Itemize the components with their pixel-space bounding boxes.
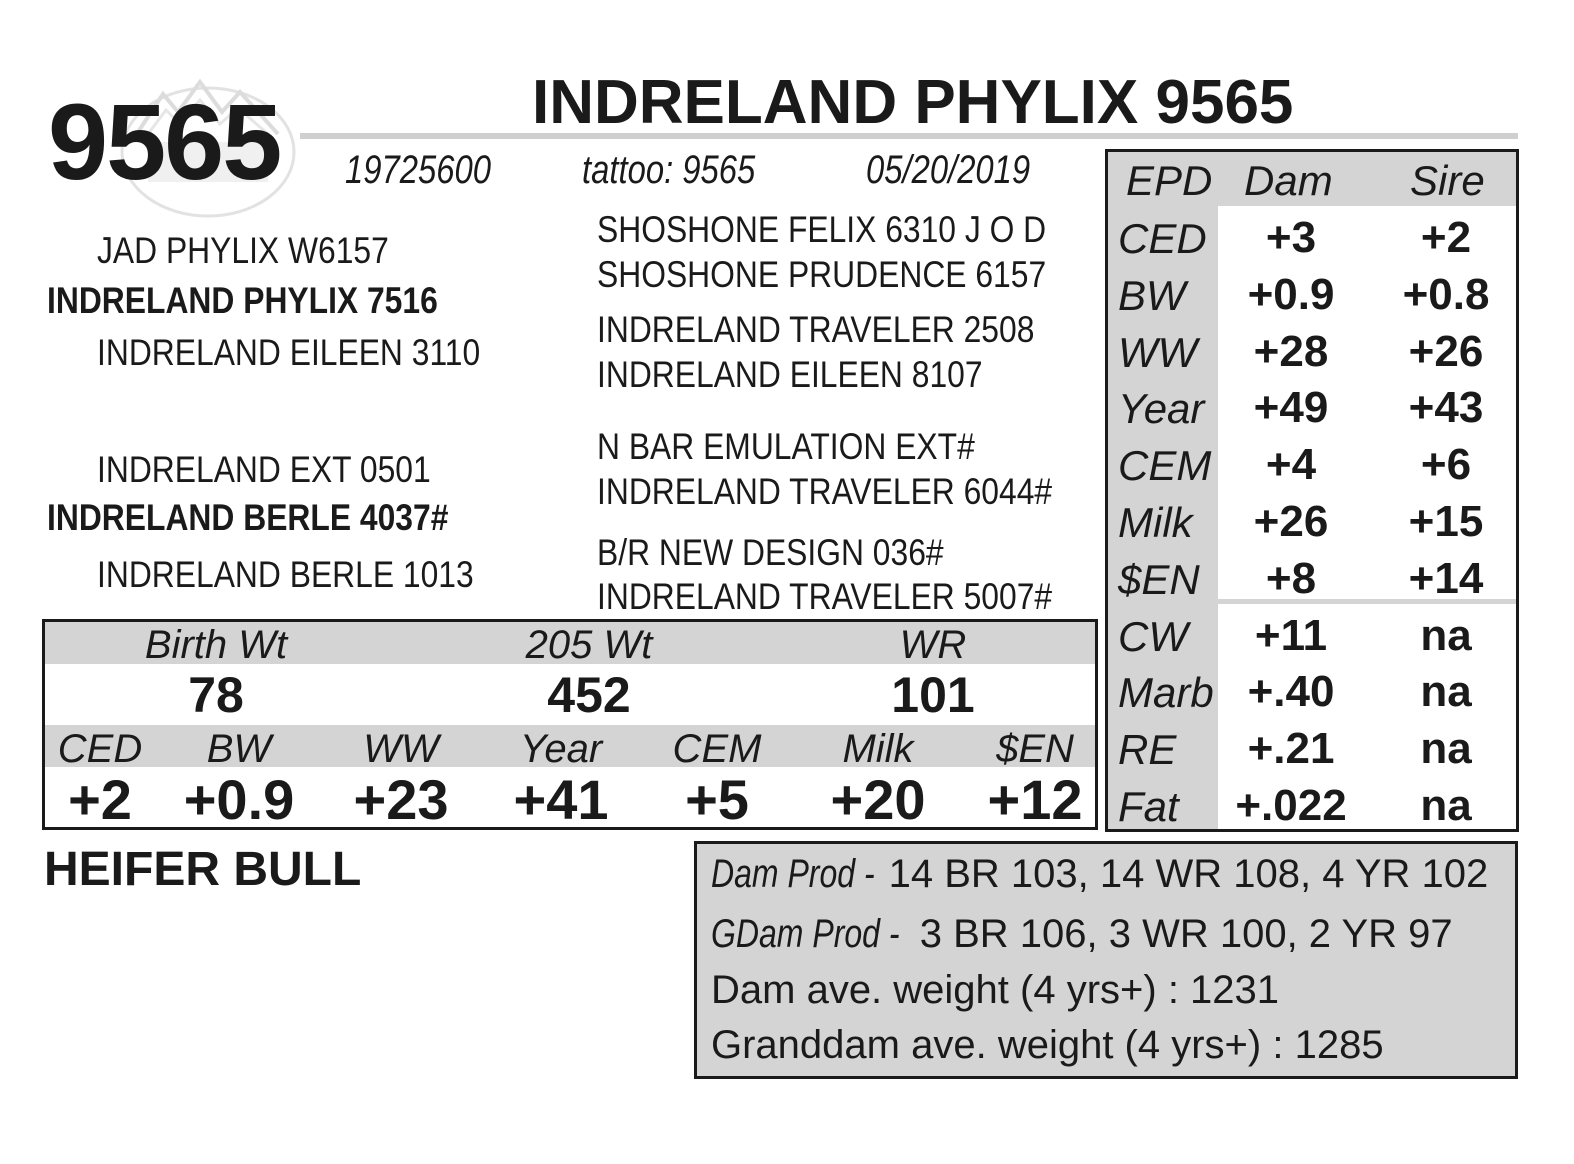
registration-number: 19725600 (345, 148, 491, 192)
epd-dam-value: +11 (1254, 610, 1328, 660)
epd-sire-value: +15 (1408, 497, 1484, 546)
dam-prod-line: Dam Prod - 14 BR 103, 14 WR 108, 4 YR 10… (711, 854, 1488, 894)
designation: HEIFER BULL (44, 843, 362, 896)
epd-dam-value: +4 (1265, 440, 1317, 490)
pedigree-ds-sire: N BAR EMULATION EXT# (597, 426, 975, 467)
calf-epd-header: CEM (672, 727, 762, 771)
calf-epd-value: +0.9 (183, 768, 295, 831)
pedigree-ds-dam: INDRELAND TRAVELER 6044# (597, 471, 1053, 512)
epd-sire-value: +0.8 (1402, 269, 1490, 319)
calf-epd-value: +12 (987, 768, 1083, 831)
epd-trait-marb: Marb (1118, 669, 1214, 717)
epd-dam-value: +0.9 (1247, 269, 1335, 319)
epd-dam-value: +26 (1253, 497, 1329, 546)
pedigree-sd-sire: INDRELAND TRAVELER 2508 (597, 309, 1035, 350)
epd-dam-value: +49 (1253, 383, 1329, 433)
pedigree-sire-dam: INDRELAND EILEEN 3110 (97, 332, 481, 373)
dam-prod-label: Dam Prod - (711, 852, 875, 896)
epd-trait-cem: CEM (1118, 442, 1212, 490)
title-divider (300, 133, 1518, 139)
epd-trait-fat: Fat (1118, 783, 1179, 830)
epd-sire-value: +14 (1408, 553, 1484, 603)
pedigree-ss-sire: SHOSHONE FELIX 6310 J O D (597, 209, 1047, 250)
weights-header-205: 205 Wt (525, 623, 653, 667)
epd-trait-bw: BW (1118, 271, 1186, 319)
epd-trait-re: RE (1118, 726, 1177, 774)
calf-epd-value: +20 (830, 768, 926, 831)
lot-number: 9565 (48, 81, 282, 202)
gdam-prod-value: 3 BR 106, 3 WR 100, 2 YR 97 (908, 912, 1453, 956)
epd-dam-value: +28 (1253, 326, 1329, 376)
calf-epd-value: +23 (353, 768, 449, 831)
weights-box: Birth Wt 205 Wt WR 78 452 101 (42, 619, 1098, 729)
pedigree-ss-dam: SHOSHONE PRUDENCE 6157 (597, 254, 1047, 295)
granddam-weight: Granddam ave. weight (4 yrs+) : 1285 (711, 1023, 1384, 1067)
epd-sire-value: na (1420, 667, 1472, 717)
weights-header-wr: WR (899, 623, 967, 667)
epd-divider (1218, 599, 1516, 604)
epd-trait-ced: CED (1118, 215, 1207, 262)
epd-header-sire: Sire (1410, 157, 1485, 204)
calf-epd-box: CED BW WW Year CEM Milk $EN +2 +0.9 +23 … (42, 725, 1098, 830)
epd-sire-value: na (1420, 724, 1472, 774)
calf-epd-value: +41 (513, 768, 609, 831)
dam-prod-value: 14 BR 103, 14 WR 108, 4 YR 102 (877, 852, 1489, 896)
epd-dam-value: +.40 (1247, 667, 1335, 717)
pedigree-dd-sire: B/R NEW DESIGN 036# (597, 532, 944, 573)
pedigree-dam: INDRELAND BERLE 4037# (47, 497, 449, 538)
epd-trait-column (1108, 152, 1218, 829)
epd-header-dam: Dam (1244, 157, 1333, 204)
pedigree-dam-dam: INDRELAND BERLE 1013 (97, 554, 474, 595)
gdam-prod-label: GDam Prod - (711, 912, 900, 956)
pedigree-dam-sire: INDRELAND EXT 0501 (97, 449, 431, 490)
weights-value-205: 452 (547, 667, 631, 723)
epd-header-row (1108, 152, 1516, 206)
gdam-prod-line: GDam Prod - 3 BR 106, 3 WR 100, 2 YR 97 (711, 914, 1453, 954)
epd-sire-value: na (1420, 610, 1472, 660)
weights-header-birth: Birth Wt (144, 623, 288, 667)
epd-sire-value: +43 (1408, 383, 1484, 433)
epd-trait-milk: Milk (1118, 499, 1193, 546)
epd-trait-cw: CW (1118, 612, 1188, 660)
pedigree-dd-dam: INDRELAND TRAVELER 5007# (597, 576, 1053, 617)
calf-epd-header: $EN (996, 727, 1074, 771)
epd-dam-value: +3 (1265, 213, 1317, 262)
production-box: Dam Prod - 14 BR 103, 14 WR 108, 4 YR 10… (694, 841, 1518, 1079)
calf-epd-value: +5 (685, 768, 749, 831)
calf-epd-header: Year (519, 727, 603, 771)
calf-epd-header: BW (206, 727, 272, 771)
dam-weight: Dam ave. weight (4 yrs+) : 1231 (711, 968, 1280, 1012)
tattoo: tattoo: 9565 (582, 148, 756, 192)
epd-trait-ww: WW (1118, 328, 1198, 376)
epd-sire-value: +26 (1408, 326, 1484, 376)
epd-trait-year: Year (1118, 385, 1205, 433)
calf-epd-header: WW (363, 727, 439, 771)
ranch-logo (120, 78, 296, 218)
weights-value-birth: 78 (188, 667, 244, 723)
animal-name: INDRELAND PHYLIX 9565 (532, 68, 1294, 137)
epd-table: EPD Dam Sire CED +3 +2 BW +0.9 +0.8 WW +28 +26 Ye… (1105, 149, 1519, 832)
calf-epd-value: +2 (68, 768, 132, 831)
epd-dam-value: +8 (1265, 553, 1317, 603)
epd-sire-value: +6 (1420, 440, 1472, 490)
calf-epd-header-band (45, 725, 1095, 767)
epd-dam-value: +.022 (1235, 781, 1347, 830)
epd-dam-value: +.21 (1247, 724, 1335, 774)
epd-sire-value: +2 (1420, 213, 1472, 262)
epd-sire-value: na (1420, 781, 1472, 830)
epd-header-epd: EPD (1126, 157, 1213, 204)
calf-epd-header: Milk (842, 727, 914, 771)
pedigree-sd-dam: INDRELAND EILEEN 8107 (597, 354, 983, 395)
calf-epd-header: CED (57, 727, 143, 771)
weights-value-wr: 101 (891, 667, 975, 723)
weights-header-band (45, 622, 1095, 664)
birth-date: 05/20/2019 (866, 148, 1031, 192)
pedigree-sire: INDRELAND PHYLIX 7516 (47, 280, 438, 321)
epd-trait-en: $EN (1118, 555, 1200, 603)
pedigree-sire-sire: JAD PHYLIX W6157 (97, 230, 389, 271)
